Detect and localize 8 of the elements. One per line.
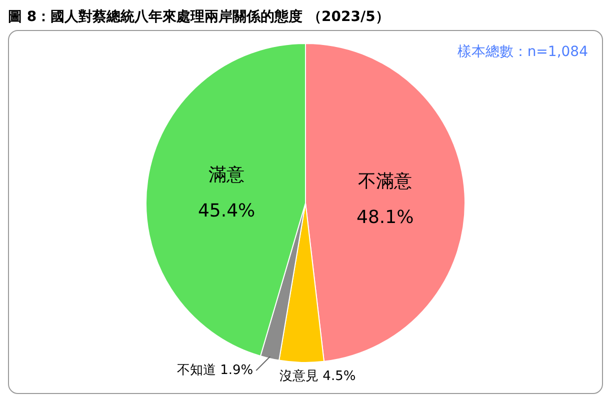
slice-label: 不知道 1.9% [176, 362, 254, 378]
text: 樣本總數：n=1,084 [457, 43, 588, 61]
data-label: 48.1% [356, 207, 414, 228]
slice-label: 不滿意 [358, 171, 412, 192]
slice-label: 沒意見 4.5% [280, 368, 356, 384]
data-label: 45.4% [198, 200, 256, 222]
slice-label: 滿意 [208, 164, 245, 186]
chart-title: 圖 8：國人對蔡總統八年來處理兩岸關係的態度 （2023/5） [8, 8, 390, 27]
